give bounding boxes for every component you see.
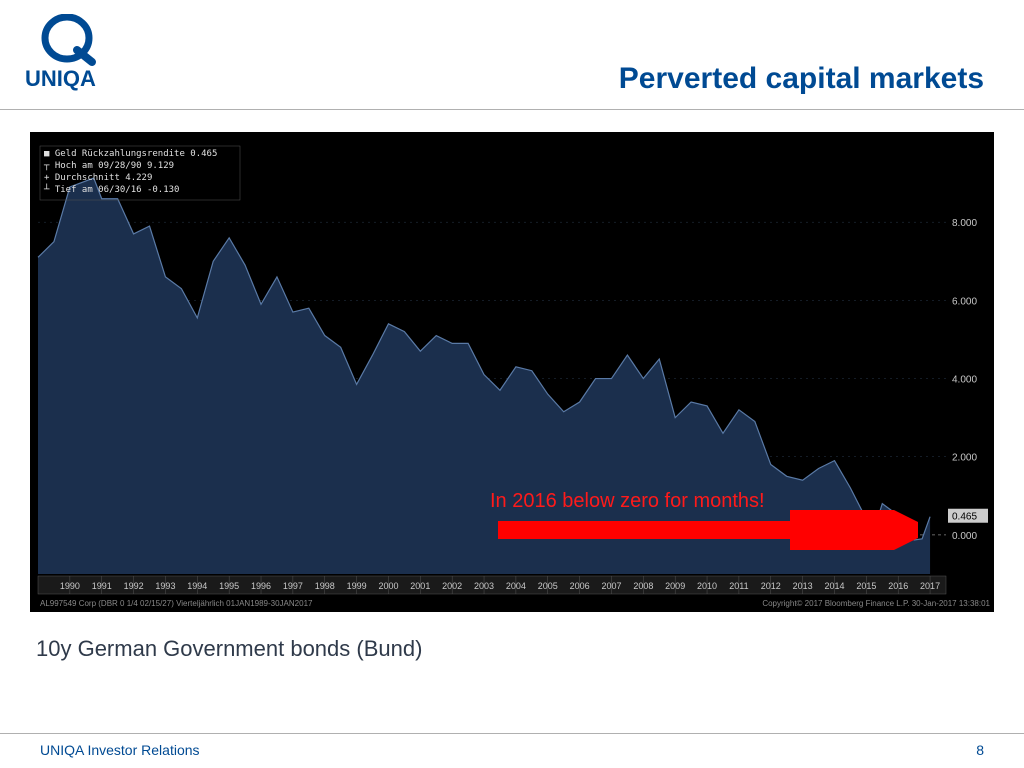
zero-annotation-arrow	[498, 510, 918, 550]
bund-yield-chart: 8.000 6.000 4.000 2.000 0.000 1990 1991 1992 199…	[30, 132, 994, 612]
header: UNIQA Perverted capital markets	[0, 0, 1024, 110]
svg-text:2011: 2011	[729, 581, 748, 591]
slide-title: Perverted capital markets	[619, 62, 984, 96]
svg-text:2002: 2002	[442, 581, 462, 591]
page-number: 8	[976, 742, 984, 758]
svg-text:┬ Hoch am 09/28/90 9: ┬ Hoch am 09/28/90 9.129	[43, 161, 174, 171]
svg-text:1996: 1996	[251, 581, 271, 591]
svg-text:6.000: 6.000	[952, 296, 977, 307]
logo-text: UNIQA	[25, 66, 96, 91]
svg-text:0.000: 0.000	[952, 531, 977, 542]
svg-text:1992: 1992	[124, 581, 144, 591]
svg-text:2016: 2016	[888, 581, 908, 591]
footer: UNIQA Investor Relations 8	[0, 733, 1024, 758]
svg-text:2007: 2007	[601, 581, 621, 591]
svg-text:1995: 1995	[219, 581, 239, 591]
chart-caption: 10y German Government bonds (Bund)	[36, 636, 422, 662]
svg-text:2003: 2003	[474, 581, 494, 591]
svg-text:2017: 2017	[920, 581, 940, 591]
svg-text:AL997549 Corp (DBR 0 1/4 02/15: AL997549 Corp (DBR 0 1/4 02/15/27) Viert…	[40, 599, 313, 608]
svg-text:+ Durchschnitt 4: + Durchschnitt 4.229	[44, 173, 152, 183]
svg-text:2006: 2006	[570, 581, 590, 591]
svg-text:┴ Tief am 06/30/16 -0: ┴ Tief am 06/30/16 -0.130	[43, 183, 179, 195]
uniqa-logo: UNIQA	[22, 14, 112, 97]
svg-text:2013: 2013	[793, 581, 813, 591]
svg-text:1993: 1993	[155, 581, 175, 591]
svg-text:1997: 1997	[283, 581, 303, 591]
svg-text:■ Geld Rückzahlungsrendite 0: ■ Geld Rückzahlungsrendite 0.465	[44, 149, 217, 159]
svg-text:2004: 2004	[506, 581, 526, 591]
svg-text:2010: 2010	[697, 581, 717, 591]
svg-text:2012: 2012	[761, 581, 781, 591]
svg-text:2014: 2014	[824, 581, 844, 591]
svg-text:2005: 2005	[538, 581, 558, 591]
footer-left: UNIQA Investor Relations	[40, 742, 200, 758]
svg-text:1994: 1994	[187, 581, 207, 591]
svg-text:4.000: 4.000	[952, 375, 977, 386]
svg-text:2001: 2001	[410, 581, 430, 591]
svg-text:1990: 1990	[60, 581, 80, 591]
svg-text:0.465: 0.465	[952, 512, 977, 523]
svg-text:1998: 1998	[315, 581, 335, 591]
slide: UNIQA Perverted capital markets 8.000 6.0…	[0, 0, 1024, 768]
svg-text:1991: 1991	[92, 581, 112, 591]
svg-text:2000: 2000	[378, 581, 398, 591]
svg-text:2015: 2015	[856, 581, 876, 591]
svg-text:2009: 2009	[665, 581, 685, 591]
svg-text:2.000: 2.000	[952, 453, 977, 464]
svg-text:Copyright© 2017 Bloomberg Fina: Copyright© 2017 Bloomberg Finance L.P. 3…	[762, 599, 990, 608]
svg-text:2008: 2008	[633, 581, 653, 591]
svg-text:1999: 1999	[347, 581, 367, 591]
svg-text:8.000: 8.000	[952, 218, 977, 229]
